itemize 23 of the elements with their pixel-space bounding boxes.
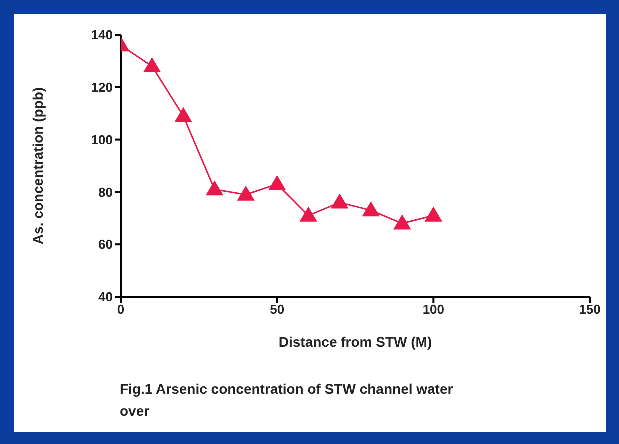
y-tick-label: 140	[91, 28, 113, 43]
point	[238, 186, 255, 201]
point	[144, 58, 161, 73]
x-tick-label: 50	[270, 302, 285, 318]
x-tick-label: 150	[579, 302, 601, 318]
y-tick-label: 80	[98, 184, 113, 200]
x-tick-label: 100	[422, 302, 445, 318]
point	[206, 181, 224, 196]
point	[268, 176, 286, 190]
y-tick-label: 60	[98, 237, 113, 252]
point	[394, 215, 411, 230]
y-tick-label: 120	[91, 80, 113, 96]
point	[425, 207, 442, 222]
point	[175, 108, 192, 122]
point	[300, 207, 318, 222]
x-axis-title: Distance from STW (M)	[278, 334, 432, 350]
point	[362, 202, 380, 217]
y-tick-label: 100	[91, 132, 113, 148]
text: Fig.1 Arsenic concentration of STW channel water over	[120, 380, 454, 421]
point	[331, 194, 348, 209]
x-tick-label: 0	[117, 302, 125, 318]
y-tick-label: 40	[98, 290, 113, 305]
y-axis-title: As. concentration (ppb)	[30, 87, 46, 245]
